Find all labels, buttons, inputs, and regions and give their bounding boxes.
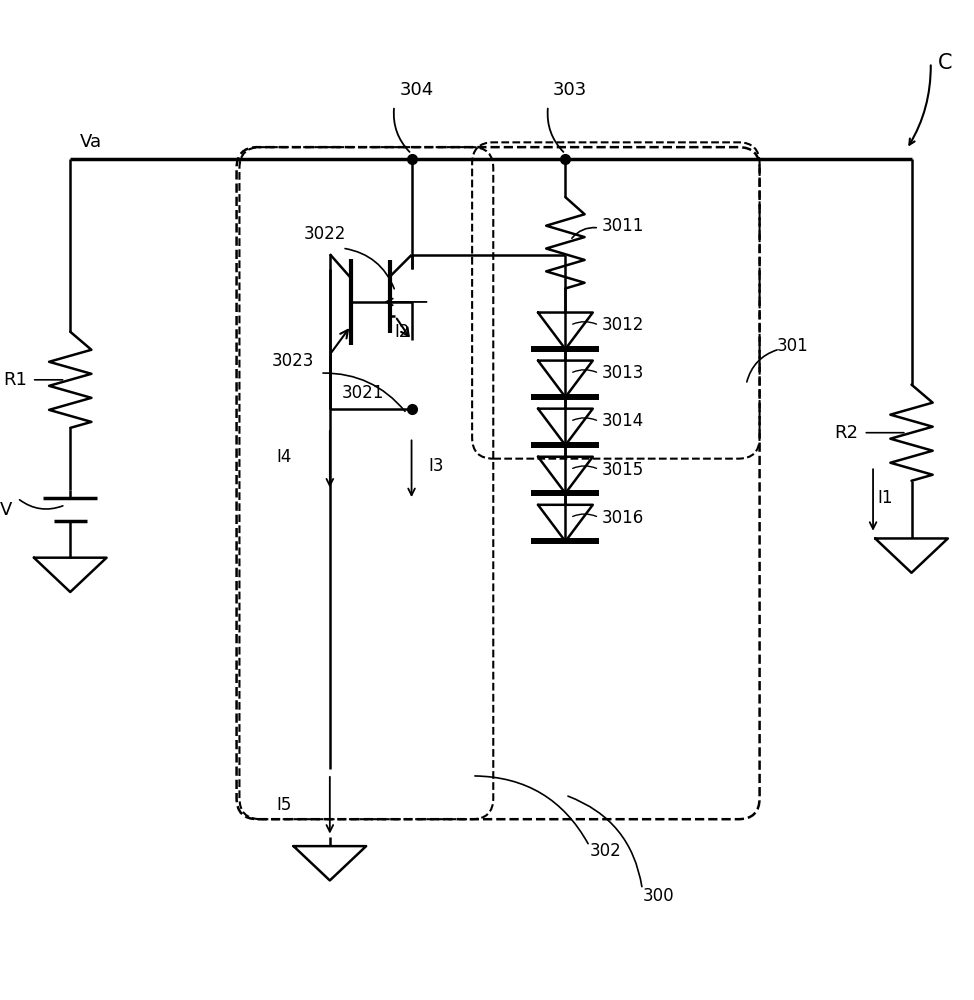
- Text: 3016: 3016: [602, 509, 644, 527]
- Text: 3015: 3015: [602, 461, 644, 479]
- Text: V: V: [0, 501, 13, 519]
- Text: R1: R1: [3, 371, 27, 389]
- Text: 3023: 3023: [272, 352, 315, 370]
- Text: 3013: 3013: [602, 364, 644, 382]
- Text: 302: 302: [589, 842, 621, 860]
- Text: 3022: 3022: [304, 225, 346, 243]
- Text: I2: I2: [394, 323, 410, 341]
- Text: R2: R2: [835, 424, 859, 442]
- Text: 3014: 3014: [602, 412, 644, 430]
- Text: 304: 304: [399, 81, 433, 99]
- Text: I4: I4: [276, 448, 291, 466]
- Text: 301: 301: [777, 337, 808, 355]
- Text: 3012: 3012: [602, 316, 644, 334]
- Text: I3: I3: [429, 457, 444, 475]
- Text: 3021: 3021: [341, 384, 384, 402]
- Text: 300: 300: [642, 887, 674, 905]
- Text: C: C: [937, 53, 952, 73]
- Text: 3011: 3011: [602, 217, 644, 235]
- Text: I5: I5: [276, 796, 291, 814]
- Text: Va: Va: [80, 133, 102, 151]
- Text: I1: I1: [878, 489, 893, 507]
- Text: 303: 303: [553, 81, 587, 99]
